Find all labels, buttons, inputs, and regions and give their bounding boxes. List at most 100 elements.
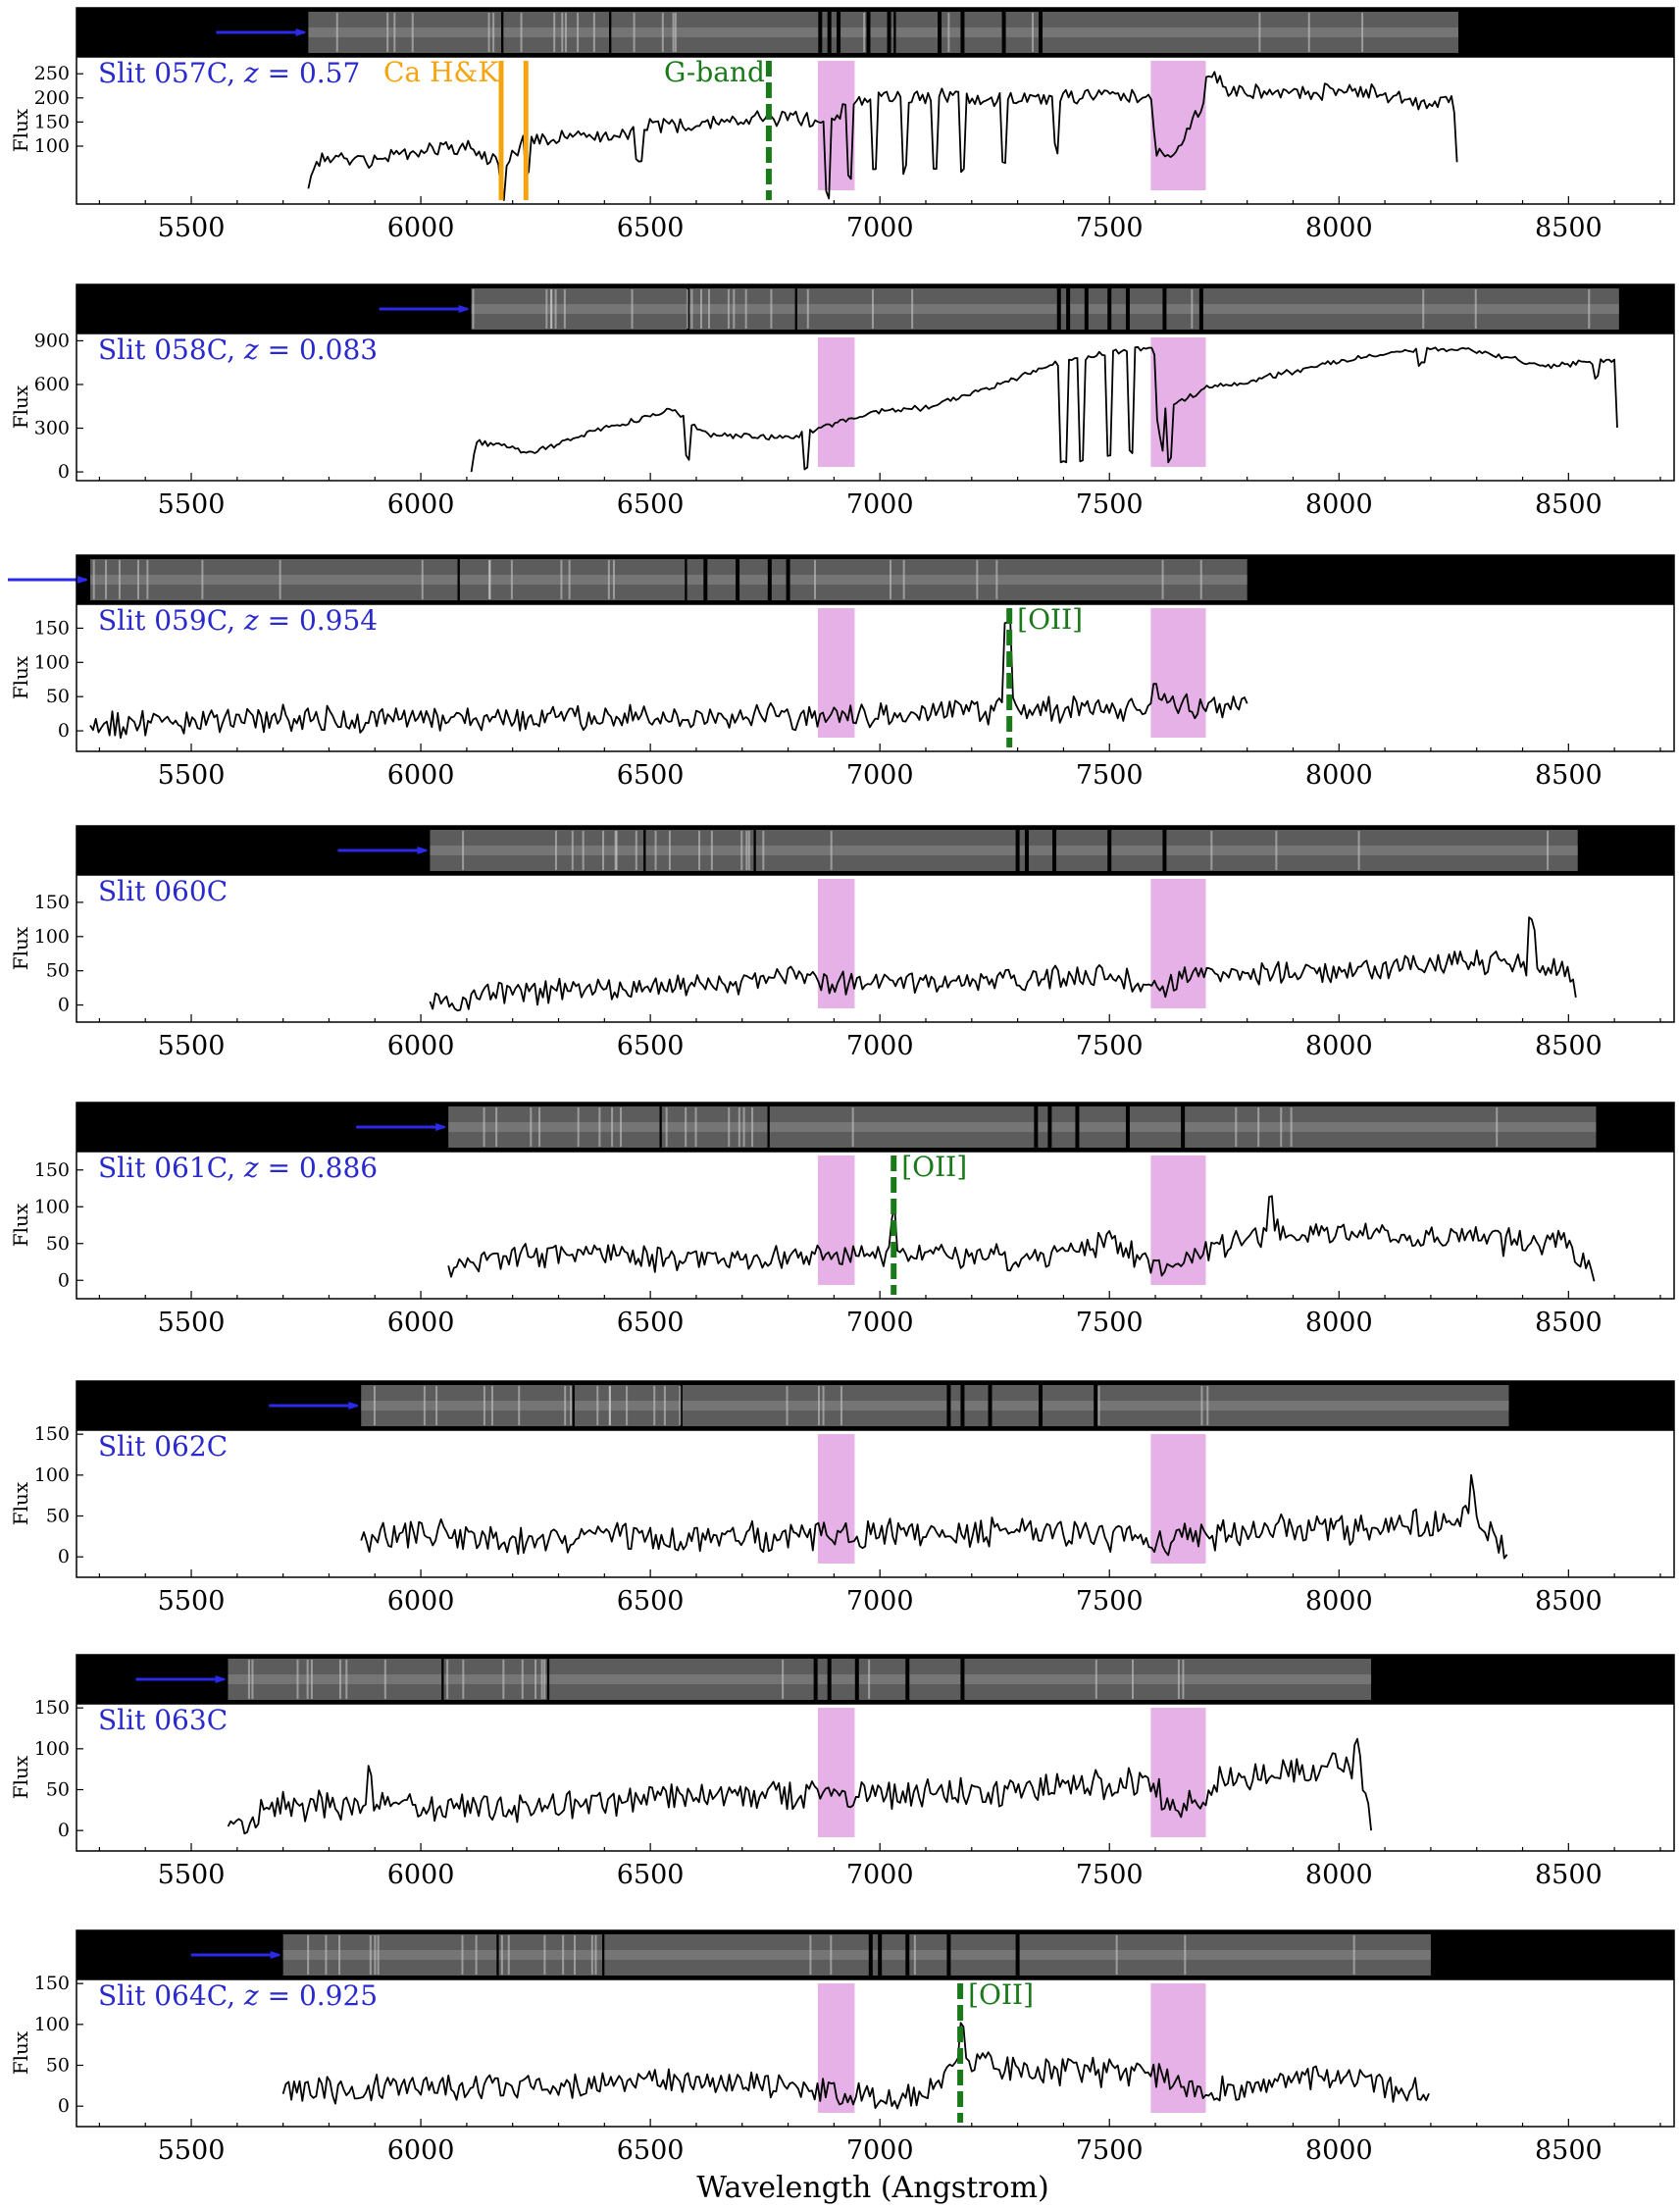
strip-skyline <box>564 13 567 52</box>
strip-skyline <box>446 1660 449 1699</box>
spectrum-line <box>281 2022 1430 2110</box>
strip-skyline <box>1257 1107 1260 1147</box>
strip-gap <box>1107 830 1112 871</box>
strip-skyline <box>475 1935 478 1975</box>
x-tick-label: 7000 <box>846 1586 914 1617</box>
panel-8: [OII] Slit 064C, z = 0.925 0 50 100 150 Flux 55… <box>9 1929 1675 2166</box>
strip-skyline <box>995 560 998 599</box>
strip-skyline <box>631 289 634 329</box>
telluric-band-1 <box>817 337 855 467</box>
strip-skyline <box>279 560 281 599</box>
y-tick-label: 0 <box>58 995 70 1016</box>
plot-area <box>76 334 1674 481</box>
strip-trace-1 <box>430 846 644 855</box>
strip-gap <box>837 12 841 53</box>
y-tick-label: 100 <box>34 1464 70 1486</box>
y-axis-label: Flux <box>9 926 32 970</box>
x-tick-label: 6000 <box>387 1860 455 1890</box>
strip-skyline <box>462 831 465 870</box>
slit-label: Slit 058C, z = 0.083 <box>98 334 378 366</box>
strip-skyline <box>1474 289 1477 329</box>
y-tick-label: 300 <box>34 418 70 439</box>
strip-skyline <box>495 1107 498 1147</box>
strip-skyline <box>545 289 548 329</box>
y-tick-label: 250 <box>34 63 70 84</box>
line-label-1: Ca H&K <box>383 56 499 88</box>
strip-skyline <box>738 1107 740 1147</box>
strip-skyline <box>728 1107 731 1147</box>
strip-gap <box>1052 830 1057 871</box>
strip-skyline <box>822 1386 825 1425</box>
strip-skyline <box>590 1935 593 1975</box>
strip-skyline <box>562 1935 565 1975</box>
line-label-1: [OII] <box>901 1151 967 1183</box>
strip-skyline <box>1206 1386 1209 1425</box>
y-axis-label: Flux <box>9 1203 32 1247</box>
y-tick-label: 0 <box>58 1820 70 1841</box>
x-tick-label: 6500 <box>617 1308 685 1338</box>
telluric-band-2 <box>1150 608 1206 738</box>
strip-skyline <box>668 831 671 870</box>
strip-skyline <box>863 13 866 52</box>
strip-skyline <box>543 1660 546 1699</box>
strip-skyline <box>611 1107 614 1147</box>
telluric-band-2 <box>1150 1708 1206 1837</box>
strip-skyline <box>201 560 204 599</box>
strip-gap <box>1198 288 1203 330</box>
x-tick-label: 8500 <box>1535 2135 1603 2166</box>
strip-skyline <box>913 1935 916 1975</box>
strip-gap <box>905 1934 910 1976</box>
strip-skyline <box>136 560 139 599</box>
strip-skyline <box>1182 1660 1185 1699</box>
strip-gap <box>736 559 740 600</box>
strip-trace-2 <box>661 1122 768 1132</box>
strip-skyline <box>1357 831 1360 870</box>
telluric-band-1 <box>817 1434 855 1564</box>
strip-gap <box>878 1934 883 1976</box>
strip-gap <box>1107 288 1112 330</box>
strip-trace-1 <box>448 1122 660 1132</box>
strip-skyline <box>1258 13 1261 52</box>
strip-skyline <box>492 13 495 52</box>
y-tick-label: 0 <box>58 720 70 742</box>
strip-skyline <box>1191 289 1194 329</box>
axes-frame <box>76 283 1675 482</box>
telluric-band-1 <box>817 1155 855 1285</box>
axes-frame <box>76 1102 1675 1300</box>
strip-skyline <box>1097 1386 1100 1425</box>
strip-skyline <box>1184 1935 1187 1975</box>
strip-skyline <box>698 831 701 870</box>
x-tick-label: 7000 <box>846 760 914 791</box>
y-tick-label: 50 <box>46 960 70 982</box>
x-tick-label: 6500 <box>617 489 685 520</box>
x-tick-label: 5500 <box>158 1308 226 1338</box>
strip-skyline <box>570 1386 573 1425</box>
strip-skyline <box>830 831 833 870</box>
strip-skyline <box>146 560 149 599</box>
x-tick-label: 5500 <box>158 2135 226 2166</box>
strip-skyline <box>809 1935 812 1975</box>
x-tick-label: 7000 <box>846 213 914 243</box>
telluric-band-2 <box>1150 879 1206 1008</box>
strip-skyline <box>338 1935 341 1975</box>
strip-skyline <box>786 1386 789 1425</box>
panel-2: Slit 058C, z = 0.083 0 300 600 900 Flux 5500 60… <box>9 283 1675 520</box>
x-tick-label: 8000 <box>1305 489 1373 520</box>
strip-gap <box>1039 12 1044 53</box>
x-tick-label: 8000 <box>1305 1308 1373 1338</box>
strip-gap <box>1075 1106 1080 1148</box>
strip-gap <box>988 1385 993 1426</box>
y-axis-label: Flux <box>9 2030 32 2075</box>
strip-skyline <box>608 1386 611 1425</box>
spectrum-line <box>360 1473 1508 1560</box>
strip-gap <box>946 1385 951 1426</box>
strip-skyline <box>679 1386 682 1425</box>
strip-skyline <box>911 289 914 329</box>
strip-gap <box>1015 1934 1020 1976</box>
plot-area <box>76 1430 1674 1577</box>
strip-skyline <box>596 1386 599 1425</box>
strip-skyline <box>806 289 809 329</box>
strip-skyline <box>345 1660 348 1699</box>
strip-skyline <box>1547 831 1550 870</box>
